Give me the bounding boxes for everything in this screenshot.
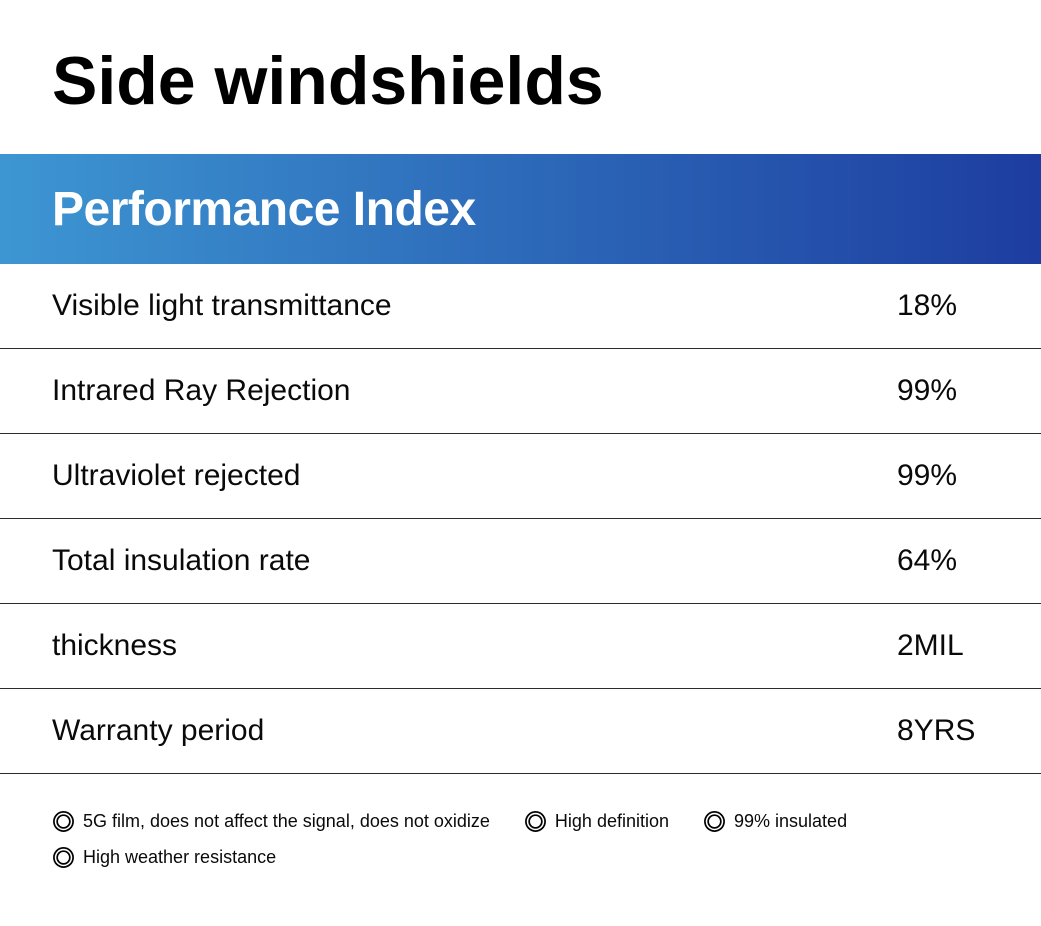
banner-title: Performance Index bbox=[52, 182, 476, 236]
list-item: High weather resistance bbox=[52, 846, 276, 869]
list-item: 99% insulated bbox=[703, 810, 847, 833]
spec-label: thickness bbox=[52, 629, 178, 663]
feature-line: High weather resistance bbox=[52, 846, 989, 869]
spec-label: Visible light transmittance bbox=[52, 289, 392, 323]
spec-value: 64% bbox=[897, 544, 958, 578]
spec-label: Intrared Ray Rejection bbox=[52, 374, 351, 408]
list-item: 5G film, does not affect the signal, doe… bbox=[52, 810, 490, 833]
feature-label: 5G film, does not affect the signal, doe… bbox=[83, 811, 490, 832]
feature-line: 5G film, does not affect the signal, doe… bbox=[52, 810, 989, 833]
spec-value: 2MIL bbox=[897, 629, 964, 663]
spec-label: Total insulation rate bbox=[52, 544, 311, 578]
double-circle-icon bbox=[53, 811, 74, 833]
table-row: Warranty period 8YRS bbox=[0, 689, 1041, 775]
double-circle-icon bbox=[53, 847, 74, 869]
table-row: Total insulation rate 64% bbox=[0, 519, 1041, 605]
spec-table: Visible light transmittance 18% Intrared… bbox=[0, 264, 1041, 775]
spec-value: 8YRS bbox=[897, 714, 976, 748]
spec-value: 18% bbox=[897, 289, 958, 323]
feature-label: 99% insulated bbox=[734, 811, 848, 832]
feature-list: 5G film, does not affect the signal, doe… bbox=[52, 810, 989, 869]
table-row: thickness 2MIL bbox=[0, 604, 1041, 690]
spec-label: Ultraviolet rejected bbox=[52, 459, 301, 493]
spec-value: 99% bbox=[897, 459, 958, 493]
table-row: Ultraviolet rejected 99% bbox=[0, 434, 1041, 520]
table-row: Visible light transmittance 18% bbox=[0, 264, 1041, 350]
spec-label: Warranty period bbox=[52, 714, 265, 748]
performance-banner: Performance Index bbox=[0, 154, 1041, 265]
double-circle-icon bbox=[524, 811, 546, 833]
list-item: High definition bbox=[524, 810, 669, 833]
double-circle-icon bbox=[704, 811, 725, 833]
table-row: Intrared Ray Rejection 99% bbox=[0, 349, 1041, 435]
spec-value: 99% bbox=[897, 374, 958, 408]
page-title: Side windshields bbox=[52, 43, 604, 119]
feature-label: High weather resistance bbox=[83, 847, 277, 868]
feature-label: High definition bbox=[554, 811, 669, 832]
